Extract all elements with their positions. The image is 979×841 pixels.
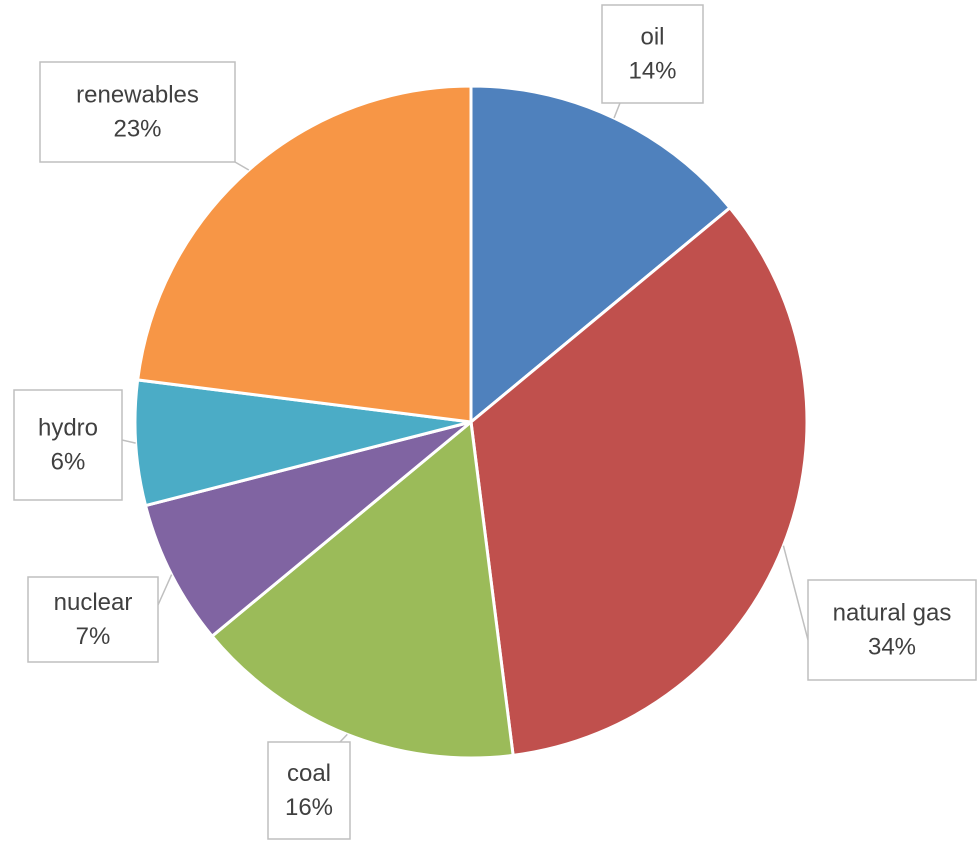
slice-value-label: 23% [113, 115, 161, 142]
pie-slice [469, 84, 733, 426]
label-box [27, 576, 159, 663]
leader-line [121, 439, 136, 444]
slice-category-label: natural gas [833, 599, 952, 626]
slice-value-label: 14% [628, 57, 676, 84]
leader-line [613, 102, 621, 119]
pie-slice [143, 420, 472, 639]
slice-category-label: hydro [38, 414, 98, 441]
label-box [601, 4, 704, 104]
slice-value-label: 16% [285, 794, 333, 821]
slice-category-label: oil [640, 23, 664, 50]
slice-category-label: renewables [76, 81, 199, 108]
label-box [39, 61, 236, 163]
slice-category-label: nuclear [54, 589, 133, 616]
leader-line [339, 733, 348, 743]
label-box [267, 741, 351, 840]
leader-line [234, 161, 250, 171]
pie-slice [133, 378, 472, 508]
leader-line [157, 574, 173, 606]
leader-line [782, 545, 809, 641]
slice-value-label: 6% [51, 448, 86, 475]
slice-category-label: coal [287, 760, 331, 787]
pie-slice [209, 419, 515, 760]
slice-value-label: 34% [868, 633, 916, 660]
label-box [13, 389, 123, 501]
label-box [807, 579, 977, 681]
slice-value-label: 7% [76, 623, 111, 650]
pie-slice [469, 205, 809, 758]
